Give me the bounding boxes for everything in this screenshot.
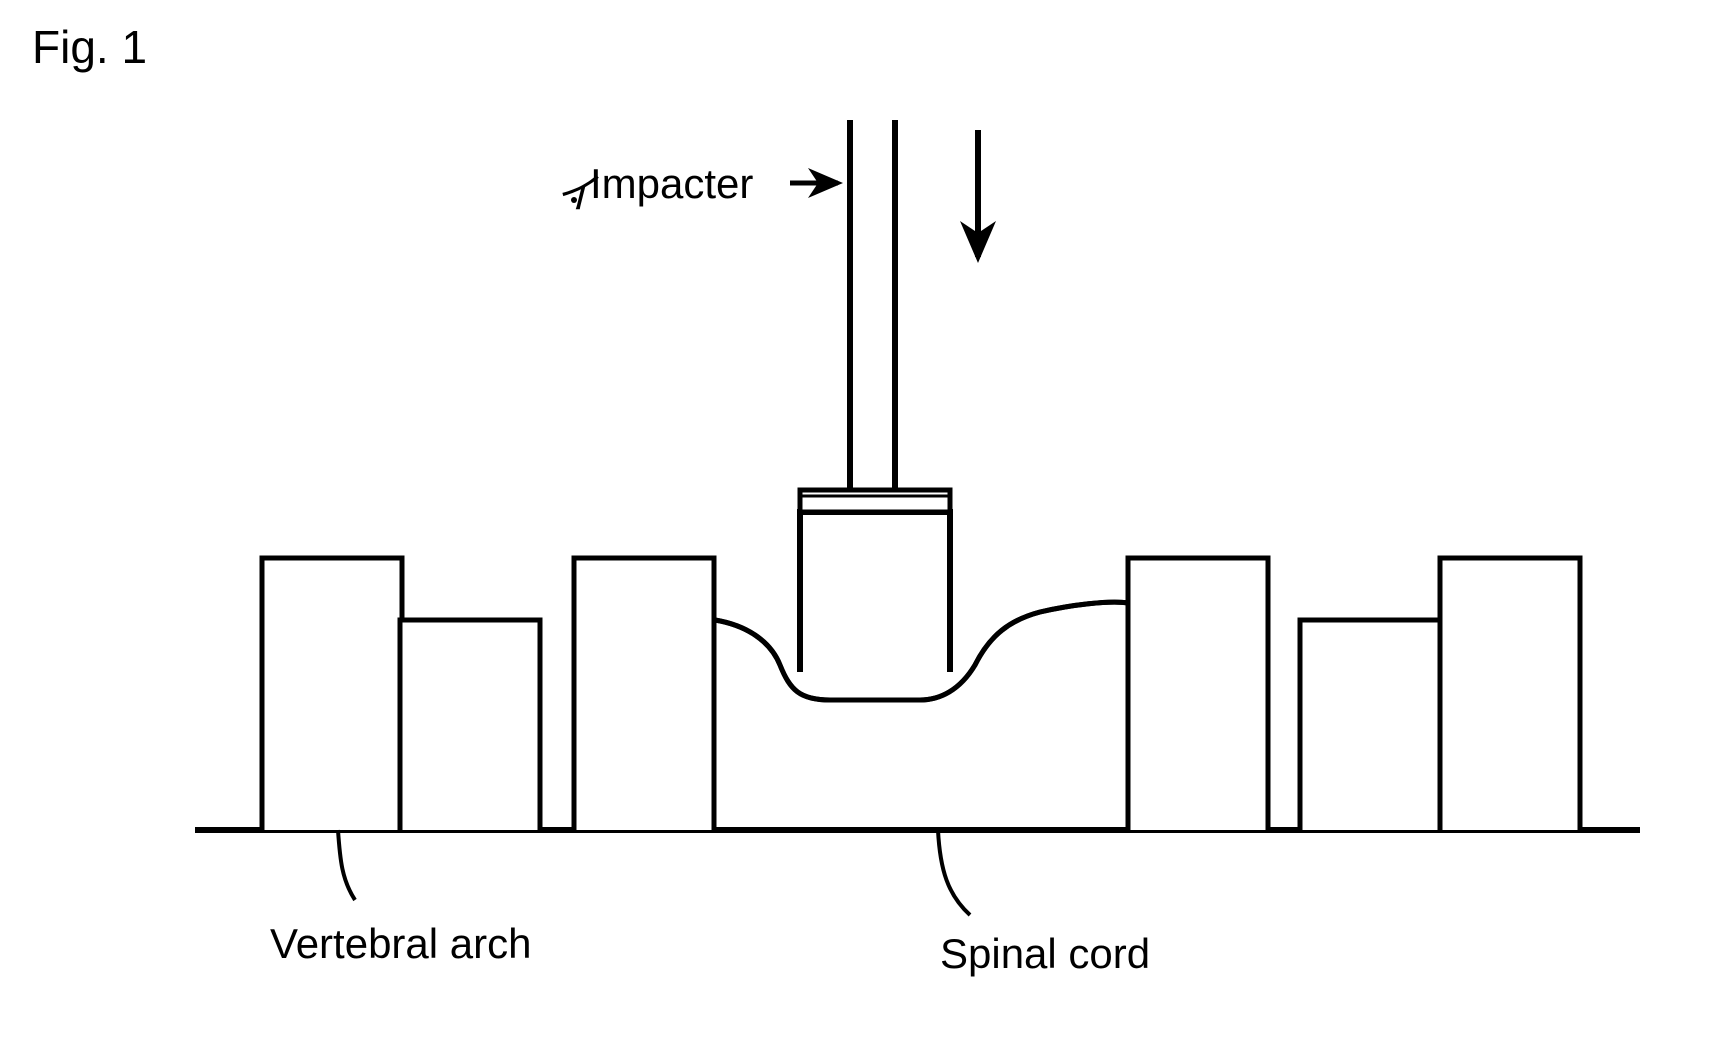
impacter-label: Impacter [590,160,753,208]
diagram-svg [0,0,1724,1063]
vertebral-arch-label: Vertebral arch [270,920,531,968]
impacter-glyph: イ [555,160,597,221]
spinal-cord-label: Spinal cord [940,930,1150,978]
